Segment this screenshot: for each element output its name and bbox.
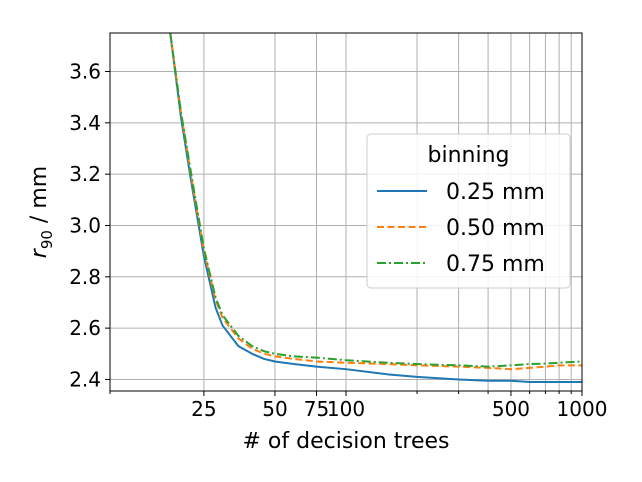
y-tick-label: 3.2 [69, 162, 101, 186]
series-layer [169, 33, 582, 384]
series-line-1 [169, 33, 582, 384]
y-axis-label-subscript: 90 [38, 230, 56, 249]
y-tick-label: 2.6 [69, 316, 101, 340]
x-tick-label: 500 [492, 397, 530, 421]
y-tick-label: 3.6 [69, 59, 101, 83]
x-tick-label: 100 [327, 397, 365, 421]
y-tick-label: 3.4 [69, 111, 101, 135]
series-line-3 [169, 33, 582, 368]
legend-label-2: 0.50 mm [446, 216, 545, 241]
legend-label-1: 0.25 mm [446, 180, 545, 205]
series-line-2 [169, 33, 582, 371]
x-tick-label: 50 [262, 397, 287, 421]
x-tick-label: 1000 [557, 397, 608, 421]
y-tick-labels: 2.4 2.6 2.8 3.0 3.2 3.4 3.6 [69, 59, 101, 391]
tick-marks [105, 70, 583, 396]
legend-label-3: 0.75 mm [446, 252, 545, 277]
y-axis-label-symbol: r [27, 247, 52, 258]
x-tick-label: 75 [304, 397, 329, 421]
y-tick-label: 2.4 [69, 367, 101, 391]
y-tick-label: 2.8 [69, 265, 101, 289]
x-tick-label: 25 [191, 397, 216, 421]
legend-title: binning [428, 143, 510, 168]
y-tick-label: 3.0 [69, 213, 101, 237]
x-axis-label: # of decision trees [242, 429, 449, 454]
legend: binning 0.25 mm 0.50 mm 0.75 mm [366, 133, 571, 289]
legend-box [366, 133, 571, 289]
y-axis-label: r90 / mm [27, 166, 56, 258]
y-axis-label-unit: / mm [27, 166, 52, 230]
